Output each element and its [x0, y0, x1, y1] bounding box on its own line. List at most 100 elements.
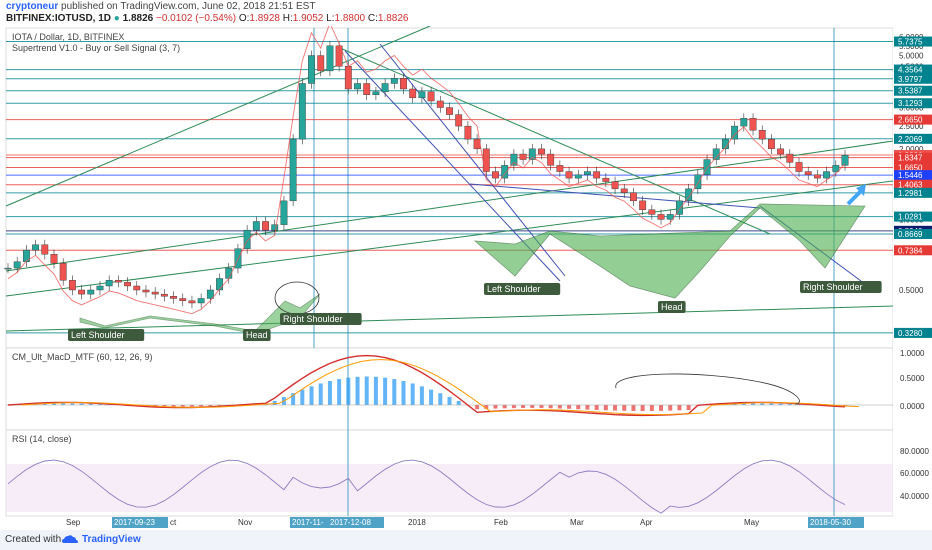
candle	[685, 188, 693, 202]
status-dot-icon: ●	[113, 13, 120, 24]
macd-bar	[392, 379, 397, 405]
x-tick: 2017-09-23	[114, 518, 155, 527]
candle	[565, 171, 573, 179]
high-value: 1.9052	[292, 13, 324, 24]
pattern-1	[79, 293, 321, 335]
x-tick: Sep	[66, 518, 81, 527]
level-label: 1.8347	[898, 154, 923, 163]
price-change: −0.0102 (−0.54%)	[156, 13, 237, 24]
candle	[648, 209, 656, 215]
fanline-4	[469, 183, 761, 209]
macd-bar	[162, 405, 167, 407]
rsi-line	[7, 459, 846, 514]
candle	[390, 78, 398, 84]
level-tag	[894, 187, 932, 198]
level-label: 4.3564	[898, 66, 923, 75]
price-axis[interactable]	[893, 28, 932, 516]
macd-bar	[649, 405, 654, 411]
author-name[interactable]: cryptoneur	[6, 1, 59, 12]
candle	[519, 153, 527, 160]
annotation-box	[658, 301, 686, 313]
macd-bar	[484, 405, 489, 409]
candle	[556, 165, 564, 172]
macd-bar	[447, 396, 452, 405]
candle	[786, 153, 794, 163]
candle	[620, 188, 628, 193]
candle	[13, 261, 21, 269]
candle	[142, 289, 150, 293]
macd-pane[interactable]	[5, 347, 894, 431]
x-tick: Apr	[640, 518, 653, 527]
level-tag	[894, 98, 932, 109]
candle	[813, 174, 821, 179]
candle	[354, 83, 361, 90]
legend-title: IOTA / Dollar, 1D, BITFINEX	[12, 32, 124, 42]
candle	[418, 91, 426, 99]
level-label: 1.2981	[898, 189, 923, 198]
candle	[59, 263, 67, 281]
level-label: 2.2069	[898, 135, 923, 144]
candle	[381, 83, 389, 93]
x-tick: 2017-11-	[292, 518, 324, 527]
price-pane[interactable]	[5, 27, 894, 349]
candle	[170, 296, 177, 299]
level-label: 0.8669	[898, 230, 923, 239]
macd-bar	[539, 405, 544, 409]
level-lines	[6, 41, 893, 334]
x-tick-highlight	[808, 517, 864, 528]
ohlc-line: BITFINEX:IOTUSD, 1D ● 1.8826 −0.0102 (−0…	[6, 13, 408, 24]
macd-bar	[97, 404, 102, 405]
high-label: H:	[282, 13, 293, 24]
candle	[538, 148, 545, 155]
candle	[740, 118, 748, 127]
annotation-label: Head	[246, 330, 268, 340]
macd-bar	[346, 377, 351, 405]
level-tag	[894, 85, 932, 96]
candle	[528, 148, 536, 160]
level-tag	[894, 228, 932, 239]
pattern-2	[473, 203, 866, 299]
macd-tick-2: 0.5000	[900, 374, 925, 383]
candle	[492, 171, 499, 179]
rsi-band	[6, 464, 893, 512]
forecast-arrow-icon	[846, 188, 864, 206]
chart-canvas[interactable]: Left Shoulder Head Right Shoulder Left Shou…	[0, 26, 932, 530]
macd-bar	[686, 405, 691, 411]
macd-bar	[79, 403, 84, 405]
level-label: 1.6650	[898, 163, 923, 172]
macd-series	[6, 354, 893, 417]
level-tag	[894, 211, 932, 222]
candle	[804, 171, 812, 175]
macd-bar	[61, 403, 66, 405]
level-tag	[894, 152, 932, 163]
macd-bar	[548, 405, 553, 409]
macd-bar	[751, 403, 756, 405]
macd-bar	[107, 404, 112, 405]
x-tick-highlight	[328, 517, 384, 528]
macd-bar	[622, 405, 627, 411]
candle	[50, 254, 58, 264]
candle	[455, 114, 463, 127]
macd-bar	[401, 381, 406, 405]
annotation-label: Right Shoulder	[803, 282, 863, 292]
candle	[501, 165, 509, 179]
macd-bar	[603, 405, 608, 411]
candle	[87, 289, 95, 295]
level-label: 3.1293	[898, 99, 923, 108]
y-tick: 0.5000	[899, 286, 924, 295]
candle	[446, 107, 453, 115]
level-tag	[894, 114, 932, 125]
macd-tick-3: 0.0000	[900, 402, 925, 411]
candle	[32, 244, 40, 251]
y-tick: 5.0000	[899, 52, 924, 61]
macd-bar	[189, 405, 194, 407]
annotation-box	[280, 313, 362, 325]
candle	[795, 162, 803, 172]
macd-bar	[337, 379, 342, 405]
tradingview-brand[interactable]: TradingView	[82, 534, 141, 545]
candle	[666, 214, 674, 220]
x-tick: May	[744, 518, 759, 527]
candle	[510, 153, 518, 166]
macd-bar	[659, 405, 664, 411]
macd-bar	[585, 405, 590, 410]
